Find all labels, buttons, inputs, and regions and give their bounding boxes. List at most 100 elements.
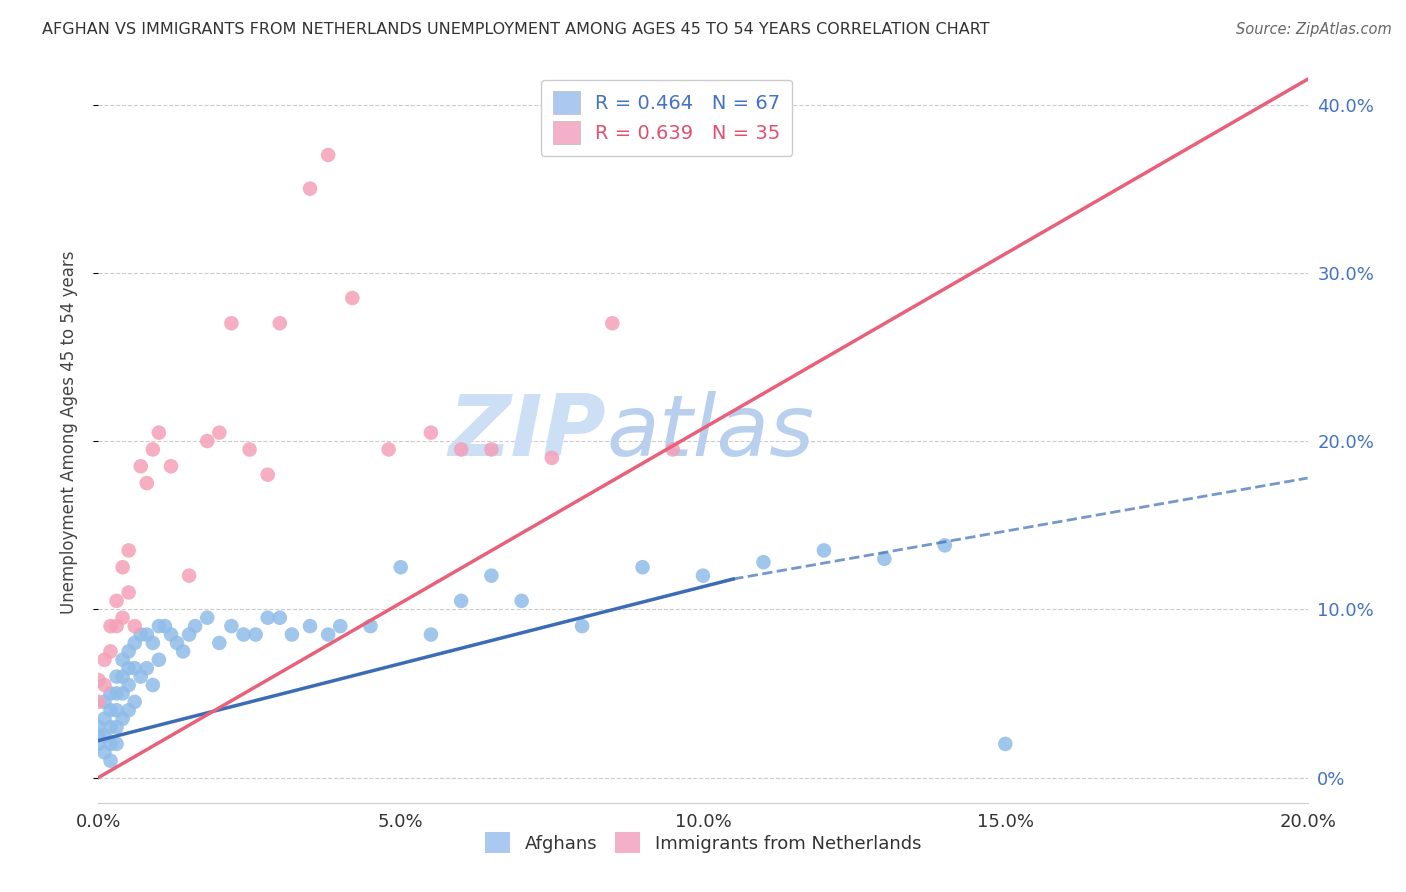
Point — [111, 712, 134, 726]
Point — [184, 619, 207, 633]
Point — [329, 619, 352, 633]
Point — [105, 703, 128, 717]
Point — [118, 644, 141, 658]
Point — [160, 459, 183, 474]
Point — [195, 434, 218, 448]
Point — [299, 619, 322, 633]
Point — [105, 737, 128, 751]
Point — [269, 316, 291, 330]
Point — [93, 678, 115, 692]
Point — [87, 695, 110, 709]
Point — [100, 737, 122, 751]
Point — [510, 594, 533, 608]
Point — [111, 686, 134, 700]
Y-axis label: Unemployment Among Ages 45 to 54 years: Unemployment Among Ages 45 to 54 years — [59, 251, 77, 615]
Point — [540, 450, 562, 465]
Point — [100, 644, 122, 658]
Point — [111, 560, 134, 574]
Point — [450, 442, 472, 457]
Point — [256, 467, 278, 482]
Point — [269, 610, 291, 624]
Point — [179, 627, 201, 641]
Point — [124, 619, 146, 633]
Point — [105, 619, 128, 633]
Point — [752, 555, 775, 569]
Point — [153, 619, 176, 633]
Point — [148, 425, 170, 440]
Point — [111, 653, 134, 667]
Point — [377, 442, 399, 457]
Point — [105, 670, 128, 684]
Point — [93, 712, 115, 726]
Point — [100, 720, 122, 734]
Point — [420, 627, 443, 641]
Point — [124, 661, 146, 675]
Point — [661, 442, 683, 457]
Point — [142, 636, 165, 650]
Point — [360, 619, 382, 633]
Point — [118, 661, 141, 675]
Point — [256, 610, 278, 624]
Point — [631, 560, 654, 574]
Point — [100, 619, 122, 633]
Point — [450, 594, 472, 608]
Point — [87, 673, 110, 687]
Point — [105, 594, 128, 608]
Text: AFGHAN VS IMMIGRANTS FROM NETHERLANDS UNEMPLOYMENT AMONG AGES 45 TO 54 YEARS COR: AFGHAN VS IMMIGRANTS FROM NETHERLANDS UN… — [42, 22, 990, 37]
Point — [105, 686, 128, 700]
Point — [481, 442, 503, 457]
Point — [93, 745, 115, 759]
Point — [87, 737, 110, 751]
Point — [389, 560, 412, 574]
Point — [160, 627, 183, 641]
Point — [281, 627, 304, 641]
Point — [172, 644, 194, 658]
Point — [118, 703, 141, 717]
Point — [420, 425, 443, 440]
Point — [105, 720, 128, 734]
Text: Source: ZipAtlas.com: Source: ZipAtlas.com — [1236, 22, 1392, 37]
Point — [129, 459, 152, 474]
Text: atlas: atlas — [606, 391, 814, 475]
Point — [179, 568, 201, 582]
Point — [111, 670, 134, 684]
Point — [571, 619, 593, 633]
Point — [481, 568, 503, 582]
Point — [129, 627, 152, 641]
Point — [342, 291, 364, 305]
Point — [87, 720, 110, 734]
Point — [148, 619, 170, 633]
Point — [232, 627, 254, 641]
Point — [100, 686, 122, 700]
Point — [135, 661, 157, 675]
Point — [142, 442, 165, 457]
Point — [813, 543, 835, 558]
Point — [239, 442, 262, 457]
Point — [994, 737, 1017, 751]
Point — [299, 181, 322, 195]
Point — [148, 653, 170, 667]
Point — [602, 316, 624, 330]
Point — [129, 670, 152, 684]
Point — [118, 543, 141, 558]
Point — [111, 610, 134, 624]
Point — [221, 316, 243, 330]
Point — [692, 568, 714, 582]
Point — [100, 703, 122, 717]
Point — [135, 627, 157, 641]
Point — [166, 636, 188, 650]
Point — [100, 754, 122, 768]
Point — [316, 148, 339, 162]
Point — [208, 636, 231, 650]
Point — [195, 610, 218, 624]
Point — [93, 729, 115, 743]
Point — [142, 678, 165, 692]
Point — [93, 653, 115, 667]
Point — [208, 425, 231, 440]
Point — [934, 538, 956, 552]
Legend: Afghans, Immigrants from Netherlands: Afghans, Immigrants from Netherlands — [478, 825, 928, 861]
Point — [135, 476, 157, 491]
Point — [124, 695, 146, 709]
Point — [118, 678, 141, 692]
Point — [245, 627, 267, 641]
